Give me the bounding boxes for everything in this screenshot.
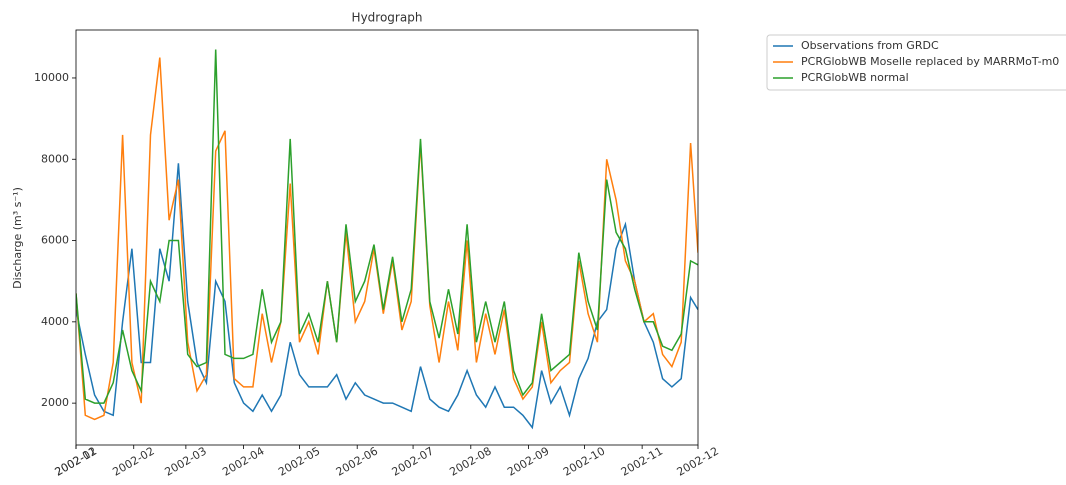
legend-label: Observations from GRDC xyxy=(801,39,939,52)
legend-label: PCRGlobWB normal xyxy=(801,71,909,84)
x-tick-label: 2002-04 xyxy=(220,444,266,478)
x-tick-label: 2002-02 xyxy=(110,444,156,478)
x-tick-label: 2002-09 xyxy=(505,444,551,478)
y-tick-label: 4000 xyxy=(41,315,69,328)
legend-label: PCRGlobWB Moselle replaced by MARRMoT-m0 xyxy=(801,55,1059,68)
series-line xyxy=(76,49,698,404)
y-tick-label: 2000 xyxy=(41,396,69,409)
y-tick-label: 8000 xyxy=(41,152,69,165)
x-tick-label: 2002-12 xyxy=(675,444,721,478)
series-line xyxy=(76,57,698,421)
chart-title: Hydrograph xyxy=(352,11,423,25)
x-tick-label: 2002-03 xyxy=(162,444,208,478)
x-tick-label: 2002-07 xyxy=(390,444,436,478)
series-line xyxy=(76,163,698,430)
x-tick-label: 2002-08 xyxy=(447,444,493,478)
x-tick-label: 2002-05 xyxy=(276,444,322,478)
x-tick-label: 2002-10 xyxy=(561,444,607,478)
x-tick-label: 2002-06 xyxy=(334,444,380,478)
x-tick-label: 2002-11 xyxy=(619,444,665,478)
y-tick-label: 6000 xyxy=(41,234,69,247)
plot-frame xyxy=(75,29,699,446)
y-axis-label: Discharge (m³ s⁻¹) xyxy=(11,187,24,289)
y-tick-label: 10000 xyxy=(34,71,69,84)
legend-box xyxy=(766,34,1066,91)
x-tick-label: 2002-12 xyxy=(53,444,99,478)
